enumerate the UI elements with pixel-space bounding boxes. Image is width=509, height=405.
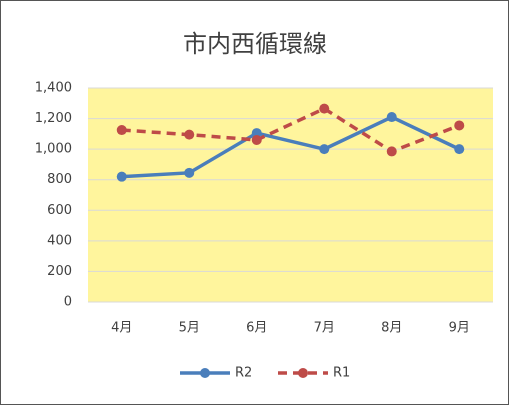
point-marker [116,171,127,182]
y-tick-label: 1,000 [35,142,72,157]
point-marker [319,144,330,155]
legend-marker [298,368,308,378]
point-marker [116,125,127,136]
y-tick-label: 0 [64,295,72,310]
x-tick-label: 7月 [314,321,335,336]
point-marker [454,144,465,155]
y-tick-label: 600 [47,203,72,218]
point-marker [319,103,330,114]
plot-area [88,88,493,302]
series-line [121,115,461,179]
point-marker [251,128,262,139]
point-marker [184,167,195,178]
point-marker [386,112,397,123]
series-line [121,106,460,154]
x-tick-label: 8月 [381,321,402,336]
y-tick-label: 400 [47,233,72,248]
x-tick-label: 4月 [111,321,132,336]
point-marker [386,146,397,157]
y-tick-label: 800 [47,172,72,187]
y-tick-label: 1,400 [35,81,72,96]
x-tick-label: 5月 [179,321,200,336]
legend-label: R1 [333,366,350,381]
y-tick-label: 200 [47,264,72,279]
y-tick-label: 1,200 [35,111,72,126]
legend-marker [200,368,210,378]
point-marker [251,134,262,145]
point-marker [454,120,465,131]
point-marker [184,129,195,140]
chart-title: 市内西循環線 [183,30,327,58]
x-tick-label: 9月 [449,321,470,336]
legend-label: R2 [235,366,252,381]
x-tick-label: 6月 [246,321,267,336]
